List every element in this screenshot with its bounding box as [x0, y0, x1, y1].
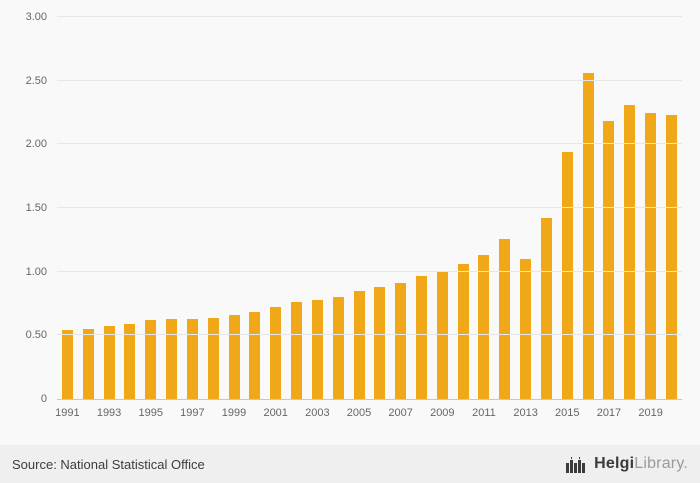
- x-axis-tick-label: 1993: [96, 407, 122, 419]
- bar-2007: [395, 283, 407, 399]
- bar-slot: [661, 17, 682, 399]
- bar-slot: 2017: [597, 17, 621, 419]
- bar-slot: 2005: [347, 17, 371, 419]
- bar-slot: [453, 17, 474, 399]
- y-axis-tick-label: 2.50: [25, 74, 47, 87]
- bar-2018: [624, 104, 636, 399]
- bar-slot: 2019: [638, 17, 663, 419]
- bar-slot: 1997: [180, 17, 205, 419]
- bar-2006: [374, 286, 386, 399]
- gridline: [57, 270, 682, 272]
- plot-area: 1991 1993 1995 1997 1999 2001 2003 2005 2007 2009…: [26, 11, 682, 419]
- bar-chart: 1991 1993 1995 1997 1999 2001 2003 2005 2007 2009…: [26, 11, 682, 419]
- bar-2015: [561, 151, 573, 399]
- bar-2001: [270, 307, 282, 399]
- y-axis-tick-label: 0: [40, 393, 47, 405]
- bar-slot: [536, 17, 557, 399]
- bar-2004: [332, 297, 344, 399]
- gridline: [57, 334, 682, 336]
- bar-slot: [619, 17, 640, 399]
- bar-1995: [145, 320, 157, 399]
- bar-2008: [415, 275, 427, 399]
- bar-slot: 2007: [388, 17, 413, 419]
- footer-bar: Source: National Statistical Office Helg…: [0, 445, 700, 483]
- y-axis-tick-label: 1.00: [25, 265, 47, 278]
- source-label: Source: National Statistical Office: [12, 456, 205, 472]
- bar-slot: [328, 17, 349, 399]
- bar-2011: [478, 255, 490, 399]
- y-axis-tick-label: 2.00: [25, 138, 47, 151]
- bar-2013: [520, 258, 532, 399]
- bar-slot: 1991: [55, 17, 80, 419]
- bar-1998: [207, 317, 219, 399]
- x-axis-tick-label: 2019: [638, 407, 663, 419]
- logo-text-secondary: Library.: [634, 455, 688, 472]
- bar-slot: [494, 17, 515, 399]
- bar-slot: [369, 17, 390, 399]
- bar-slot: [244, 17, 265, 399]
- bar-slot: [203, 17, 224, 399]
- x-axis-tick-label: 1999: [221, 407, 247, 419]
- bar-slot: 1999: [222, 17, 246, 419]
- bar-1994: [124, 323, 136, 399]
- x-axis-tick-label: 2015: [555, 407, 580, 419]
- bar-slot: [286, 17, 307, 399]
- gridline: [57, 16, 682, 17]
- bar-slot: 2011: [472, 17, 496, 419]
- bar-1999: [228, 314, 240, 399]
- y-axis-tick-label: 1.50: [25, 202, 47, 214]
- x-axis-tick-label: 2009: [430, 407, 455, 419]
- bar-1997: [186, 318, 198, 399]
- x-axis-tick-label: 2005: [346, 407, 372, 419]
- bar-2003: [311, 299, 323, 399]
- bar-slot: 1993: [97, 17, 121, 419]
- bar-slot: 2003: [305, 17, 330, 419]
- bar-1996: [166, 318, 178, 399]
- x-axis-tick-label: 2007: [388, 407, 413, 419]
- gridline: [57, 79, 682, 81]
- bar-2014: [540, 218, 552, 399]
- x-axis-tick-label: 2013: [513, 407, 538, 419]
- bar-1992: [82, 328, 94, 399]
- bar-2010: [457, 264, 469, 399]
- y-axis-tick-label: 3.00: [25, 11, 47, 23]
- logo-text-primary: Helgi: [594, 455, 635, 472]
- bar-2016: [582, 73, 594, 399]
- bar-slot: [119, 17, 140, 399]
- x-axis-tick-label: 2001: [263, 407, 288, 419]
- gridline: [57, 207, 682, 208]
- logo-text: HelgiLibrary.: [594, 455, 688, 473]
- bar-2000: [249, 312, 261, 399]
- bar-2012: [499, 238, 511, 399]
- bar-2020: [665, 115, 677, 399]
- helgi-logo-icon: [566, 455, 588, 473]
- bar-slot: [161, 17, 182, 399]
- bar-slot: [411, 17, 432, 399]
- x-axis-tick-label: 1995: [138, 407, 163, 419]
- x-axis-tick-label: 2011: [472, 407, 496, 419]
- x-axis-tick-label: 1991: [55, 407, 80, 419]
- bar-2005: [353, 290, 365, 399]
- bar-1991: [61, 330, 73, 399]
- bar-2019: [645, 112, 657, 399]
- bar-slot: [78, 17, 99, 399]
- y-axis-tick-label: 0.50: [25, 329, 47, 342]
- x-axis-tick-label: 2003: [305, 407, 330, 419]
- bar-1993: [103, 326, 115, 399]
- bar-2017: [603, 121, 615, 399]
- helgi-library-logo[interactable]: HelgiLibrary.: [566, 455, 688, 473]
- x-axis-tick-label: 1997: [180, 407, 205, 419]
- bar-2002: [291, 302, 303, 399]
- bars: 1991 1993 1995 1997 1999 2001 2003 2005 2007 2009…: [55, 17, 682, 419]
- gridline: [57, 143, 682, 145]
- bar-slot: 2013: [513, 17, 538, 419]
- bar-slot: 2009: [430, 17, 455, 419]
- bar-slot: 2001: [263, 17, 288, 419]
- bar-slot: 2015: [555, 17, 580, 419]
- bar-slot: [578, 17, 599, 399]
- x-axis-tick-label: 2017: [596, 407, 622, 419]
- bar-slot: 1995: [138, 17, 163, 419]
